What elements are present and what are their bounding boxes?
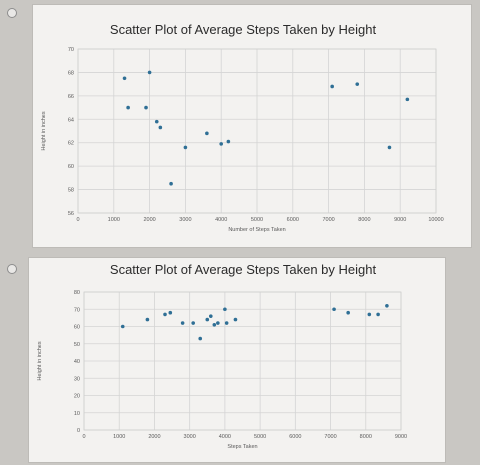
radio-option-1[interactable]: [7, 8, 17, 18]
data-point: [212, 322, 217, 327]
data-point: [346, 310, 350, 315]
y-axis-label: Height in inches: [37, 341, 43, 380]
x-tick-label: 4000: [215, 217, 227, 223]
data-point: [405, 97, 410, 102]
data-point: [332, 307, 336, 312]
data-point: [219, 142, 223, 146]
x-tick-label: 1000: [108, 217, 120, 223]
data-point: [145, 317, 150, 322]
x-tick-label: 5000: [254, 434, 266, 440]
data-point: [205, 317, 210, 322]
y-tick-label: 30: [74, 376, 80, 382]
data-point: [216, 321, 220, 325]
data-point: [385, 304, 389, 308]
data-point: [169, 181, 173, 186]
y-tick-label: 40: [74, 359, 80, 365]
x-tick-label: 9000: [394, 217, 406, 223]
plot-area: [77, 48, 437, 214]
y-tick-label: 70: [68, 47, 74, 53]
data-point: [367, 312, 372, 317]
data-point: [224, 321, 229, 325]
data-point: [198, 336, 203, 341]
y-tick-label: 70: [74, 307, 80, 313]
x-tick-label: 4000: [219, 434, 231, 440]
plot-area: [83, 291, 402, 431]
x-tick-label: 10000: [428, 217, 443, 223]
data-point: [154, 119, 159, 124]
y-tick-label: 56: [68, 211, 74, 217]
data-point: [376, 312, 380, 317]
x-tick-label: 2000: [143, 217, 155, 223]
data-point: [120, 324, 125, 329]
y-tick-label: 66: [68, 94, 74, 100]
x-axis-label: Number of Steps Taken: [228, 227, 285, 233]
y-tick-label: 68: [68, 70, 74, 76]
data-point: [183, 145, 188, 150]
data-point: [355, 82, 360, 86]
x-tick-label: 9000: [395, 434, 407, 440]
data-point: [163, 312, 167, 317]
x-tick-label: 1000: [113, 434, 125, 440]
data-point: [205, 131, 209, 136]
x-tick-label: 8000: [358, 217, 370, 223]
data-point: [191, 321, 195, 325]
radio-option-2[interactable]: [7, 264, 17, 274]
y-tick-label: 60: [74, 325, 80, 331]
chart-title: Scatter Plot of Average Steps Taken by H…: [110, 22, 377, 37]
data-point: [122, 76, 127, 81]
x-axis-label: Steps Taken: [227, 444, 257, 450]
data-point: [180, 321, 185, 325]
scatter-chart-1: Scatter Plot of Average Steps Taken by H…: [41, 22, 444, 233]
x-tick-label: 6000: [287, 217, 299, 223]
x-tick-label: 3000: [179, 217, 191, 223]
y-tick-label: 64: [68, 117, 74, 123]
x-tick-label: 8000: [360, 434, 372, 440]
chart-card-2: Scatter Plot of Average Steps Taken by H…: [28, 257, 446, 463]
y-tick-label: 58: [68, 188, 74, 194]
y-tick-label: 50: [74, 342, 80, 348]
data-point: [226, 139, 231, 144]
data-point: [223, 307, 227, 312]
data-point: [168, 310, 173, 315]
data-point: [126, 105, 130, 110]
x-tick-label: 3000: [184, 434, 196, 440]
x-tick-label: 5000: [251, 217, 263, 223]
scatter-chart-2: Scatter Plot of Average Steps Taken by H…: [37, 262, 407, 450]
y-tick-label: 20: [74, 394, 80, 400]
data-point: [330, 84, 334, 89]
x-tick-label: 7000: [324, 434, 336, 440]
x-tick-label: 0: [76, 217, 79, 223]
y-axis-label: Height in inches: [41, 111, 47, 150]
data-point: [158, 125, 163, 130]
x-tick-label: 7000: [322, 217, 334, 223]
y-tick-label: 0: [77, 428, 80, 434]
y-tick-label: 62: [68, 141, 74, 147]
chart-title: Scatter Plot of Average Steps Taken by H…: [110, 262, 377, 277]
x-tick-label: 0: [82, 434, 85, 440]
x-tick-label: 2000: [148, 434, 160, 440]
data-point: [144, 105, 148, 110]
chart-card-1: Scatter Plot of Average Steps Taken by H…: [32, 4, 472, 248]
data-point: [387, 145, 392, 150]
data-point: [209, 314, 213, 318]
x-tick-label: 6000: [289, 434, 301, 440]
data-point: [147, 70, 152, 75]
data-point: [233, 317, 238, 322]
y-tick-label: 10: [74, 411, 80, 417]
y-tick-label: 60: [68, 164, 74, 170]
y-tick-label: 80: [74, 290, 80, 296]
